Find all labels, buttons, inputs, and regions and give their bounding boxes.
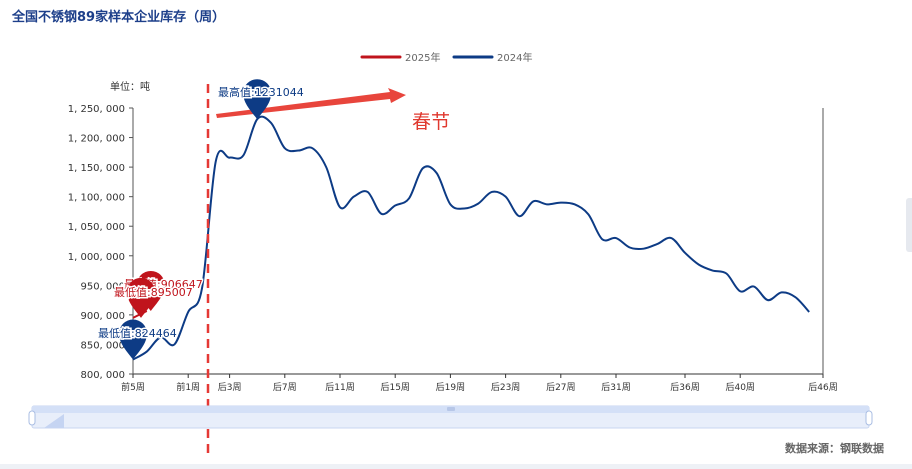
legend-label: 2025年 [405, 51, 440, 64]
zoom-preview-shape [44, 414, 64, 428]
x-tick-label: 后15周 [380, 382, 409, 393]
y-tick-label: 1, 100, 000 [68, 193, 125, 204]
y-tick-label: 1, 250, 000 [68, 104, 125, 115]
marker-pin-min [119, 319, 147, 360]
marker-pin-min [127, 277, 155, 318]
side-panel-handle[interactable] [906, 198, 912, 252]
zoom-handle-right [865, 410, 873, 426]
unit-label: 单位：吨 [110, 80, 150, 93]
x-tick-label: 后11周 [325, 382, 354, 393]
marker-pin-max [243, 79, 272, 120]
legend-label: 2024年 [497, 51, 532, 64]
marker-layer: 最高值:1231044最低值:824464最高值:906647最低值:89500… [97, 79, 305, 360]
zoom-handle-left [28, 410, 36, 426]
x-tick-label: 后3周 [218, 382, 242, 393]
marker-label-min: 最低值:824464 [98, 327, 177, 340]
marker-label-min: 最低值:895007 [114, 286, 193, 299]
y-tick-label: 900, 000 [80, 311, 125, 322]
y-tick-label: 950, 000 [80, 281, 125, 292]
bottom-divider [0, 464, 912, 469]
y-tick-label: 1, 050, 000 [68, 222, 125, 233]
x-tick-label: 后23周 [491, 382, 520, 393]
y-tick-label: 800, 000 [80, 370, 125, 381]
legend[interactable]: 2025年 2024年 [360, 51, 532, 64]
x-tick-label: 后31周 [601, 382, 630, 393]
y-tick-label: 1, 200, 000 [68, 134, 125, 145]
x-tick-label: 后7周 [273, 382, 297, 393]
x-tick-label: 后46周 [808, 382, 837, 393]
x-tick-label: 后19周 [436, 382, 465, 393]
x-tick-label: 后27周 [546, 382, 575, 393]
series-layer [132, 115, 810, 361]
y-tick-label: 1, 000, 000 [68, 252, 125, 263]
data-zoom-slider[interactable] [28, 405, 873, 429]
zoom-grip [447, 407, 455, 411]
x-tick-label: 前5周 [121, 381, 145, 393]
chart-title: 全国不锈钢89家样本企业库存（周） [12, 10, 226, 25]
x-tick-label: 前1周 [176, 381, 200, 393]
source-note: 数据来源：钢联数据 [785, 442, 884, 455]
marker-label-max: 最高值:1231044 [218, 85, 304, 99]
y-tick-label: 850, 000 [80, 340, 125, 351]
axes: 800, 000 850, 000 900, 000 950, 000 1, 000, … [68, 104, 838, 393]
spring-festival-annotation: 春节 [206, 84, 450, 455]
y-tick-label: 1, 150, 000 [68, 163, 125, 174]
x-tick-label: 后40周 [725, 382, 754, 393]
x-tick-label: 后36周 [670, 382, 699, 393]
spring-festival-label: 春节 [412, 111, 450, 133]
series-line-2024 [132, 115, 810, 361]
